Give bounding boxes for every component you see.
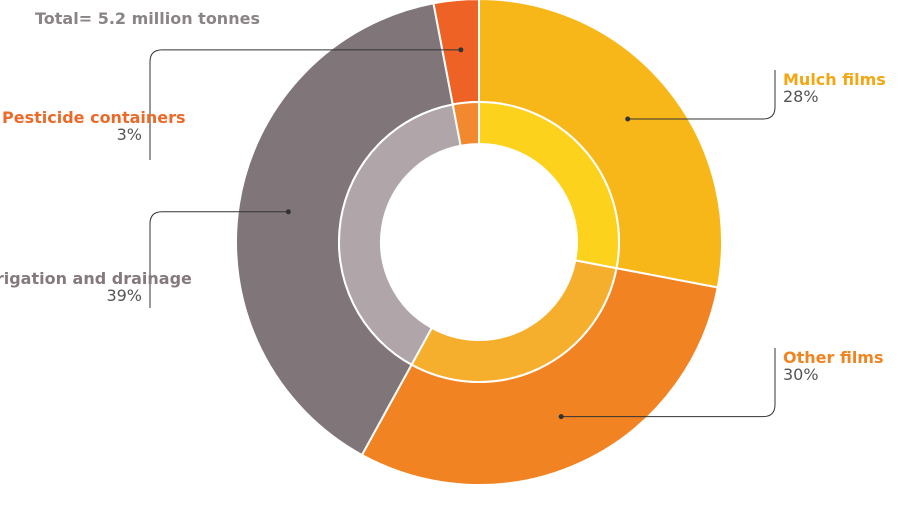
label-pesticide-containers: Pesticide containers 3% [2,108,186,144]
donut-slice-inner [338,103,462,367]
label-percent: 30% [783,365,819,384]
label-mulch-films: Mulch films 28% [783,71,886,105]
leader-line [149,211,289,308]
donut-slice-outer [360,267,719,486]
label-name: Other films [783,348,884,367]
leader-line [149,49,461,160]
label-name: Mulch films [783,70,886,89]
label-percent: 3% [116,125,142,144]
leader-dot [625,116,631,122]
leader-line [627,70,776,120]
donut-slice-inner [451,100,480,147]
label-other-films: Other films 30% [783,349,884,383]
leader-dot [458,47,464,53]
chart-subtitle: Total= 5.2 million tonnes [35,9,260,28]
label-name: Pesticide containers [2,108,186,127]
leader-dot [558,414,564,420]
label-irrigation-and-drainage: Irrigation and drainage 39% [0,269,192,305]
leader-dot [285,209,291,215]
leader-line [561,348,776,418]
label-percent: 39% [106,286,142,305]
label-name: Irrigation and drainage [0,269,192,288]
label-percent: 28% [783,87,819,106]
